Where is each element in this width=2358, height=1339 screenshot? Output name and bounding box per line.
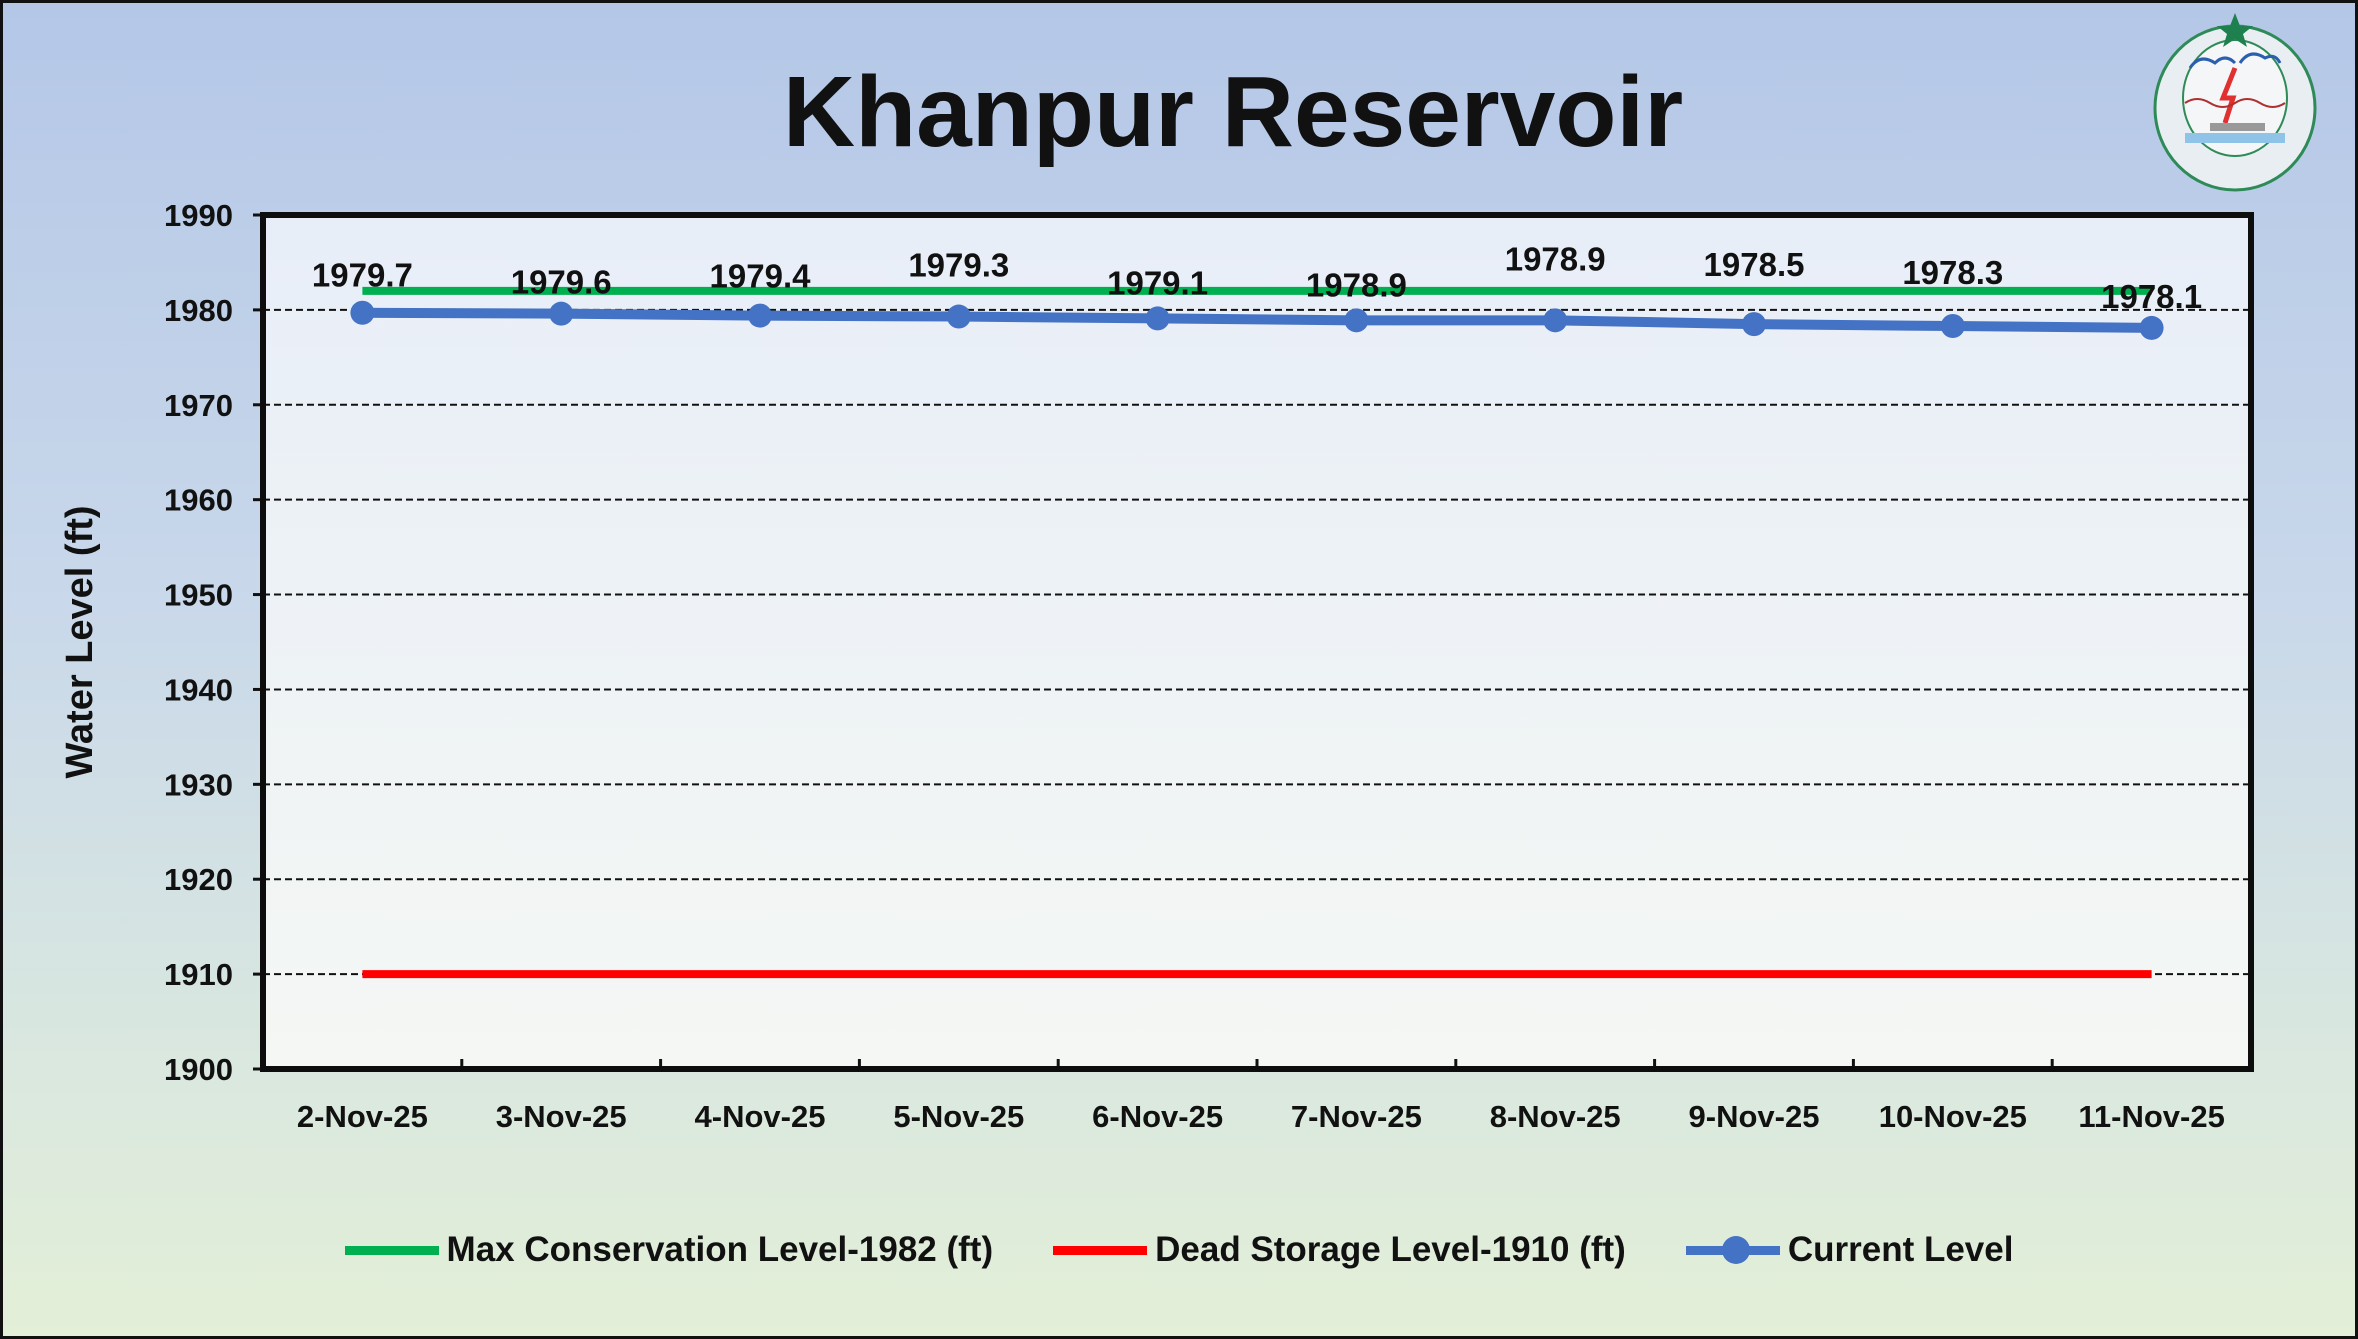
y-tick-label: 1900	[164, 1052, 233, 1087]
data-point	[549, 301, 574, 326]
data-label: 1978.9	[1306, 266, 1407, 303]
x-tick-label: 7-Nov-25	[1291, 1099, 1422, 1134]
x-tick-label: 3-Nov-25	[496, 1099, 627, 1134]
data-point	[1145, 306, 1170, 331]
data-label: 1979.3	[908, 247, 1009, 284]
data-label: 1979.1	[1107, 264, 1208, 301]
data-label: 1978.3	[1902, 254, 2003, 291]
x-tick-label: 10-Nov-25	[1879, 1099, 2027, 1134]
y-tick-label: 1980	[164, 293, 233, 328]
legend: Max Conservation Level-1982 (ft) Dead St…	[0, 1230, 2358, 1270]
x-tick-label: 6-Nov-25	[1092, 1099, 1223, 1134]
legend-item-current-level: Current Level	[1685, 1230, 2014, 1270]
y-tick-label: 1910	[164, 957, 233, 992]
x-tick-label: 5-Nov-25	[893, 1099, 1024, 1134]
plot-area	[263, 215, 2251, 1069]
data-point	[1940, 314, 1965, 339]
data-label: 1978.1	[2101, 278, 2202, 315]
y-tick-label: 1950	[164, 578, 233, 613]
data-label: 1979.7	[312, 257, 413, 294]
x-tick-label: 4-Nov-25	[695, 1099, 826, 1134]
y-tick-label: 1990	[164, 198, 233, 233]
chart-title: Khanpur Reservoir	[782, 56, 1684, 168]
data-label: 1979.6	[511, 264, 612, 301]
y-tick-label: 1970	[164, 388, 233, 423]
data-label: 1978.9	[1505, 240, 1606, 277]
legend-label: Current Level	[1787, 1230, 2014, 1269]
x-tick-label: 8-Nov-25	[1490, 1099, 1621, 1134]
y-axis-label: Water Level (ft)	[59, 505, 101, 778]
data-point	[1344, 308, 1369, 333]
data-label: 1978.5	[1704, 246, 1805, 283]
x-tick-label: 2-Nov-25	[297, 1099, 428, 1134]
x-tick-label: 9-Nov-25	[1689, 1099, 1820, 1134]
legend-label: Dead Storage Level-1910 (ft)	[1155, 1230, 1626, 1269]
data-label: 1979.4	[710, 258, 812, 295]
y-tick-label: 1920	[164, 862, 233, 897]
data-point	[1742, 312, 1766, 337]
data-point	[1543, 308, 1568, 333]
legend-swatch-red	[1053, 1245, 1148, 1255]
legend-label: Max Conservation Level-1982 (ft)	[446, 1230, 994, 1269]
current-level-line	[362, 307, 2152, 333]
legend-swatch-green	[344, 1245, 439, 1255]
data-point	[748, 303, 772, 328]
x-tick-label: 11-Nov-25	[2078, 1099, 2224, 1134]
legend-swatch-blue	[1685, 1235, 1780, 1264]
data-point	[2139, 315, 2164, 340]
data-point	[350, 300, 375, 325]
legend-item-max-conservation: Max Conservation Level-1982 (ft)	[344, 1230, 994, 1270]
legend-item-dead-storage: Dead Storage Level-1910 (ft)	[1053, 1230, 1626, 1270]
y-tick-label: 1940	[164, 672, 233, 707]
y-tick-label: 1930	[164, 767, 233, 802]
data-point	[946, 304, 971, 329]
y-tick-label: 1960	[164, 483, 233, 518]
pmd-logo	[2153, 13, 2317, 192]
plot-border	[260, 212, 2254, 1072]
